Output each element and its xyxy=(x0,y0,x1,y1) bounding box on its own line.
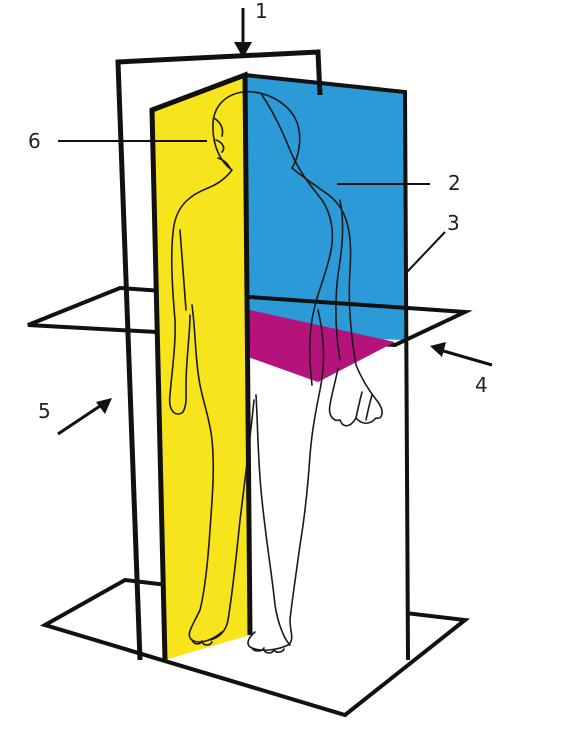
arrow-4 xyxy=(430,342,493,367)
arrow-5 xyxy=(57,398,112,436)
label-5: 5 xyxy=(38,399,51,423)
median-frame-plane xyxy=(115,49,323,661)
label-2: 2 xyxy=(448,171,461,195)
sagittal-plane xyxy=(152,75,250,660)
frontal-plane-lower xyxy=(250,335,408,660)
label-1: 1 xyxy=(255,0,268,23)
label-4: 4 xyxy=(475,373,488,397)
frontal-plane-edge xyxy=(244,73,410,661)
frontal-plane-left-edge xyxy=(243,74,252,636)
label-6: 6 xyxy=(28,129,41,153)
arrow-1 xyxy=(234,8,252,58)
frontal-plane xyxy=(245,75,405,340)
floor-plane xyxy=(39,577,471,718)
label-3: 3 xyxy=(447,211,460,235)
leader-line-3 xyxy=(406,231,446,273)
